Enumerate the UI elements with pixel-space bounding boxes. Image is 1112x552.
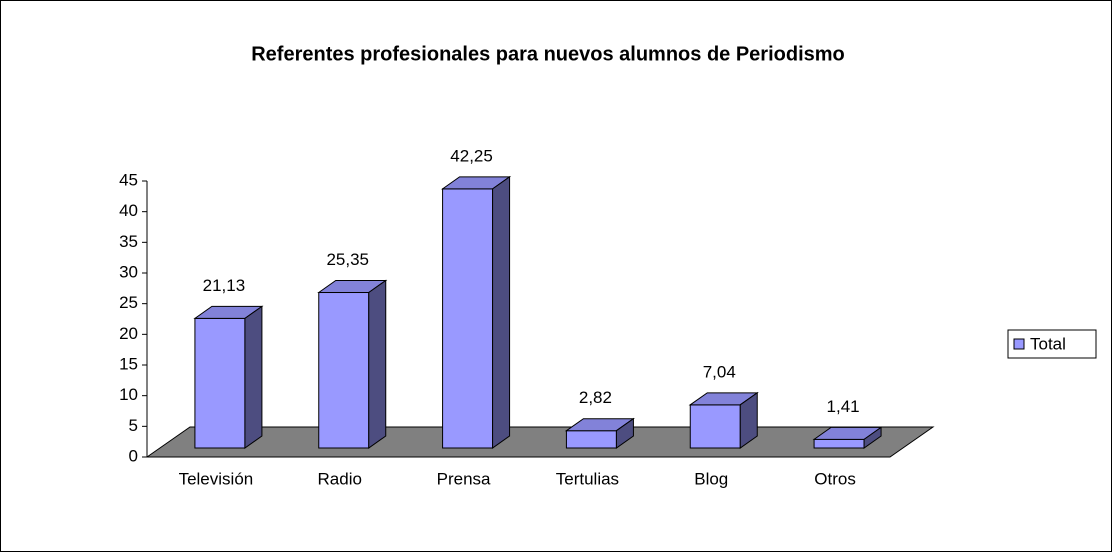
value-label: 1,41 <box>827 397 860 416</box>
value-label: 21,13 <box>203 276 246 295</box>
bar-front <box>689 404 741 449</box>
bar-front <box>194 317 246 449</box>
bar-side <box>863 426 882 449</box>
bar-front <box>318 292 370 449</box>
bar-front <box>442 188 494 449</box>
y-tick-label: 30 <box>119 262 138 281</box>
y-tick-label: 45 <box>119 170 138 189</box>
y-tick-label: 0 <box>129 446 138 465</box>
chart-title: Referentes profesionales para nuevos alu… <box>251 43 845 65</box>
bar <box>688 391 759 449</box>
bar-front <box>565 430 617 449</box>
bar-side <box>368 279 387 449</box>
bar-side <box>615 417 634 449</box>
legend-label: Total <box>1030 334 1066 353</box>
x-tick-label: Prensa <box>437 469 491 488</box>
y-tick-label: 20 <box>119 324 138 343</box>
value-label: 2,82 <box>579 388 612 407</box>
x-tick-label: Televisión <box>179 469 254 488</box>
y-tick-label: 40 <box>119 201 138 220</box>
value-label: 7,04 <box>703 362 736 381</box>
bar <box>564 417 635 449</box>
bar-front <box>813 438 865 449</box>
x-tick-label: Otros <box>814 469 856 488</box>
y-tick-label: 35 <box>119 232 138 251</box>
x-tick-label: Blog <box>694 469 728 488</box>
y-tick-label: 15 <box>119 354 138 373</box>
bar <box>441 175 512 449</box>
bar-side <box>492 175 511 449</box>
bar <box>812 426 883 449</box>
x-tick-label: Tertulias <box>556 469 619 488</box>
x-tick-label: Radio <box>318 469 362 488</box>
legend-swatch <box>1013 338 1025 350</box>
value-label: 25,35 <box>326 250 369 269</box>
bar <box>317 279 388 449</box>
bar <box>193 305 264 449</box>
y-tick-label: 5 <box>129 416 138 435</box>
y-tick-label: 10 <box>119 385 138 404</box>
value-label: 42,25 <box>450 146 493 165</box>
bar-side <box>739 391 758 449</box>
bar-side <box>244 305 263 449</box>
y-tick-label: 25 <box>119 293 138 312</box>
